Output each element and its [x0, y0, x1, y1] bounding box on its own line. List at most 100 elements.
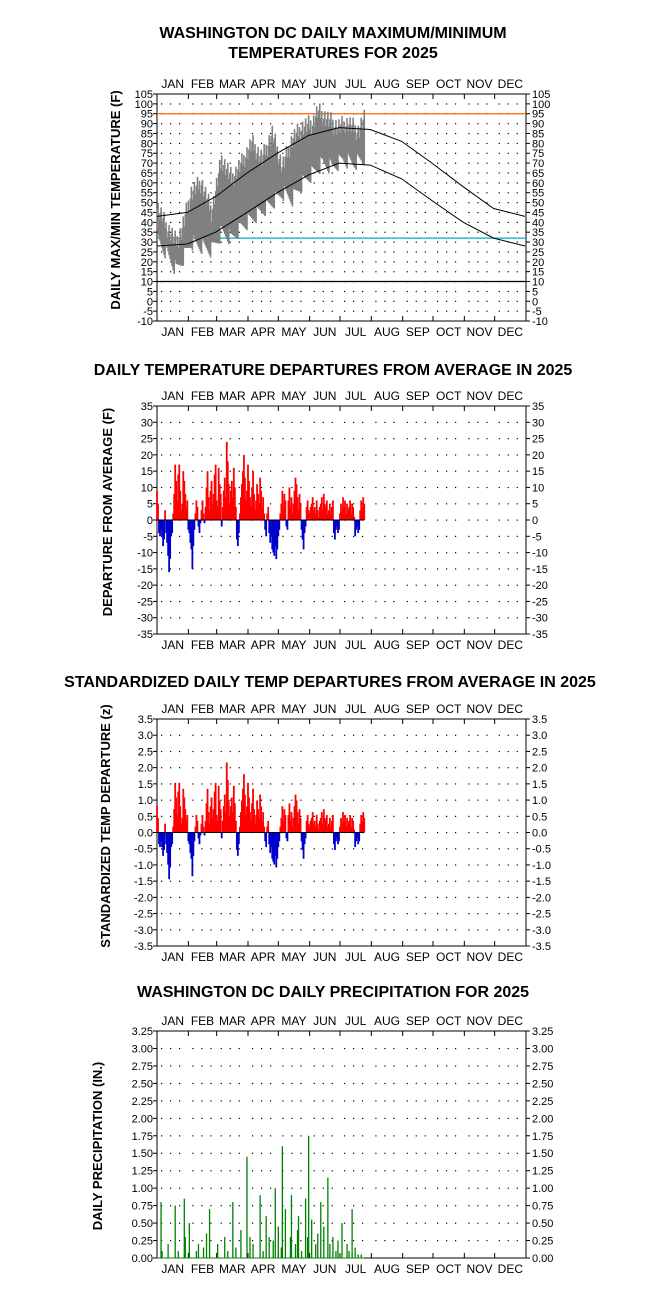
departure-bar: [267, 820, 270, 833]
grid-dot: [229, 617, 231, 619]
month-label-top: SEP: [406, 1014, 430, 1028]
grid-dot: [507, 1117, 509, 1120]
departure-bar: [353, 516, 356, 520]
grid-dot: [343, 1100, 346, 1102]
grid-dot: [331, 221, 333, 224]
grid-dot: [436, 750, 439, 753]
grid-dot: [393, 271, 395, 273]
month-label-bottom: JUN: [313, 325, 336, 339]
grid-dot: [269, 1222, 272, 1224]
grid-dot: [300, 734, 302, 736]
grid-dot: [220, 438, 222, 440]
y-tick-label-left: 10: [141, 277, 153, 289]
month-label-top: OCT: [436, 77, 462, 91]
grid-dot: [393, 535, 395, 537]
grid-dot: [192, 1117, 194, 1120]
grid-dot: [375, 799, 377, 801]
grid-dot: [454, 221, 457, 224]
grid-dot: [477, 880, 479, 882]
grid-dot: [498, 300, 500, 302]
departure-bar: [192, 520, 195, 547]
departure-bar: [230, 480, 233, 520]
grid-dot: [445, 486, 448, 489]
grid-dot: [468, 310, 470, 312]
grid-dot: [251, 221, 254, 224]
grid-dot: [313, 503, 315, 505]
grid-dot: [468, 438, 470, 440]
grid-dot: [486, 470, 488, 472]
grid-dot: [269, 1082, 272, 1085]
grid-dot: [384, 1152, 386, 1154]
departure-bar: [196, 820, 199, 833]
grid-dot: [179, 1100, 181, 1102]
grid-dot: [260, 1205, 263, 1207]
grid-dot: [436, 172, 439, 174]
grid-dot: [238, 300, 240, 302]
grid-dot: [229, 142, 231, 145]
grid-dot: [445, 271, 448, 273]
grid-dot: [498, 848, 500, 850]
grid-dot: [445, 438, 448, 440]
y-tick-label-left: 30: [141, 237, 153, 249]
grid-dot: [468, 1240, 470, 1242]
grid-dot: [516, 162, 518, 164]
grid-dot: [375, 251, 377, 253]
departure-bar: [205, 487, 208, 520]
departure-bar: [309, 506, 312, 520]
grid-dot: [322, 241, 324, 243]
grid-dot: [179, 454, 181, 456]
month-label-top: AUG: [374, 389, 400, 403]
departure-bar: [340, 817, 342, 833]
grid-dot: [424, 1170, 426, 1172]
grid-dot: [161, 438, 163, 440]
departure-bar: [288, 487, 291, 520]
grid-dot: [384, 221, 386, 224]
departure-bar: [165, 520, 167, 534]
month-label-bottom: JAN: [161, 638, 184, 652]
grid-dot: [454, 142, 457, 145]
grid-dot: [406, 438, 408, 440]
grid-dot: [201, 1222, 203, 1224]
month-label-top: FEB: [191, 389, 214, 403]
grid-dot: [300, 421, 302, 423]
grid-dot: [352, 815, 355, 817]
grid-dot: [486, 815, 488, 817]
grid-dot: [229, 1187, 231, 1189]
grid-dot: [445, 734, 448, 736]
grid-dot: [468, 454, 470, 456]
grid-dot: [201, 162, 203, 164]
grid-dot: [322, 1222, 324, 1224]
grid-dot: [251, 310, 254, 312]
y-tick-label-right: 50: [532, 198, 544, 210]
grid-dot: [331, 211, 333, 214]
grid-dot: [343, 470, 346, 472]
grid-dot: [260, 1187, 263, 1189]
departure-bar: [221, 506, 224, 520]
grid-dot: [445, 470, 448, 472]
y-tick-label-right: -15: [532, 564, 548, 576]
grid-dot: [238, 1082, 240, 1085]
grid-dot: [486, 848, 488, 850]
grid-dot: [229, 880, 231, 882]
grid-dot: [331, 1117, 333, 1120]
grid-dot: [170, 470, 172, 472]
month-label-bottom: MAR: [219, 638, 246, 652]
grid-dot: [516, 1082, 518, 1085]
grid-dot: [384, 519, 386, 521]
departure-bar: [268, 832, 271, 845]
grid-dot: [282, 231, 284, 233]
departure-bar: [311, 497, 314, 520]
departure-bar: [249, 812, 251, 833]
grid-dot: [179, 1222, 181, 1224]
departure-bar: [193, 832, 196, 842]
grid-dot: [179, 182, 181, 184]
y-tick-label-left: 5: [147, 286, 153, 298]
grid-dot: [486, 1117, 488, 1120]
y-tick-label-right: -10: [532, 316, 548, 328]
y-tick-label-right: 0: [532, 296, 538, 308]
grid-dot: [454, 848, 457, 850]
departure-bar: [250, 506, 252, 520]
grid-dot: [468, 486, 470, 489]
grid-dot: [498, 734, 500, 736]
grid-dot: [361, 584, 364, 586]
